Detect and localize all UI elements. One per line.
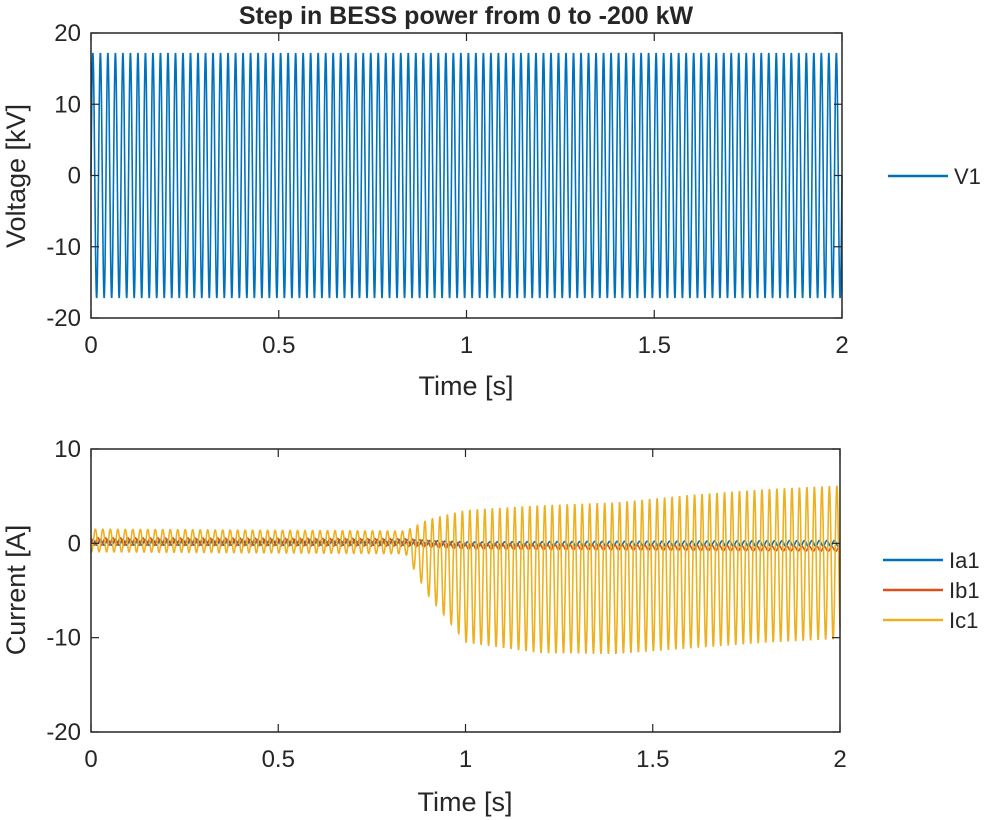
y-axis-ticks: -20 -10 0 10 20 (46, 20, 842, 332)
y-tick-label: -20 (46, 305, 81, 332)
y-axis-ticks: -20 -10 0 10 (46, 436, 840, 746)
x-tick-label: 1 (460, 332, 473, 359)
y-tick-label: 10 (54, 91, 81, 118)
y-axis-label: Voltage [kV] (1, 104, 31, 248)
legend: V1 (888, 164, 981, 189)
x-tick-label: 0.5 (262, 746, 295, 773)
voltage-chart: Step in BESS power from 0 to -200 kW 0 0.… (1, 2, 981, 401)
legend: Ia1 Ib1 Ic1 (883, 548, 980, 633)
x-tick-label: 1.5 (636, 746, 669, 773)
x-tick-label: 0 (84, 746, 97, 773)
y-tick-label: 0 (68, 163, 81, 190)
legend-label: V1 (954, 164, 981, 189)
chart-title: Step in BESS power from 0 to -200 kW (239, 2, 694, 30)
legend-label: Ib1 (949, 578, 980, 603)
y-axis-label: Current [A] (1, 525, 31, 656)
legend-label: Ic1 (949, 608, 978, 633)
x-axis-label: Time [s] (418, 371, 513, 401)
x-tick-label: 2 (833, 746, 846, 773)
series-line-ic1 (90, 485, 841, 655)
y-tick-label: -10 (46, 625, 81, 652)
y-tick-label: 10 (54, 436, 81, 463)
y-tick-label: -10 (46, 234, 81, 261)
x-tick-label: 0 (84, 332, 97, 359)
x-tick-label: 0.5 (262, 332, 295, 359)
legend-label: Ia1 (949, 548, 980, 573)
x-tick-label: 2 (835, 332, 848, 359)
x-tick-label: 1.5 (638, 332, 671, 359)
x-axis-label: Time [s] (417, 787, 512, 817)
x-axis-ticks: 0 0.5 1 1.5 2 (84, 33, 849, 359)
plot-frame (90, 448, 841, 733)
current-series-group (90, 485, 841, 655)
voltage-series-group (90, 52, 843, 299)
y-tick-label: 20 (54, 20, 81, 47)
series-line-v1 (90, 52, 843, 299)
current-chart: 0 0.5 1 1.5 2 -20 -10 0 10 Time [s] Current [A]… (1, 436, 980, 817)
y-tick-label: -20 (46, 719, 81, 746)
y-tick-label: 0 (68, 530, 81, 557)
x-tick-label: 1 (459, 746, 472, 773)
x-axis-ticks: 0 0.5 1 1.5 2 (84, 449, 847, 773)
